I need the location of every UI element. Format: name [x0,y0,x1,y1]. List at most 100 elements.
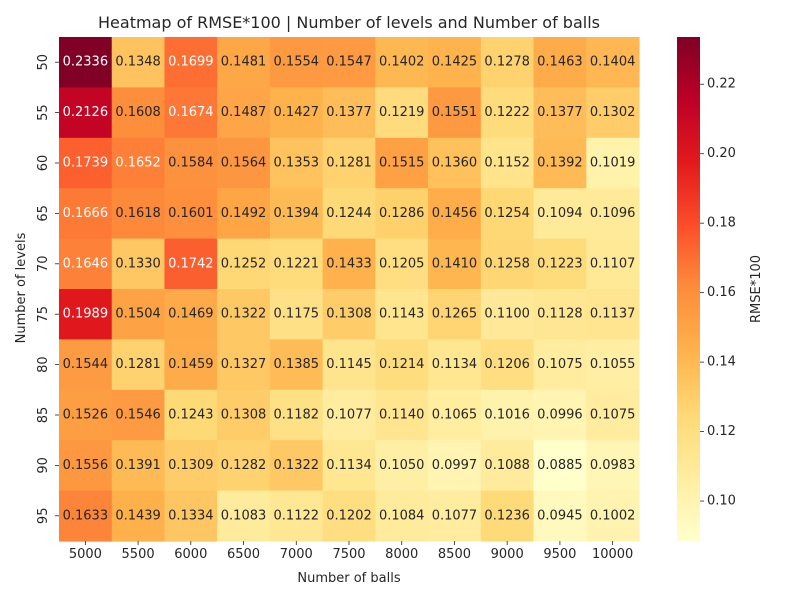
heatmap-cell [586,238,640,290]
heatmap-cell [164,137,218,189]
cell-value-label: 0.2336 [63,55,109,70]
heatmap-cell [217,87,271,139]
y-tick-label: 50 [36,54,51,71]
heatmap-cell [269,289,324,340]
cell-value-label: 0.1077 [326,408,372,423]
heatmap-cell [164,339,218,391]
heatmap-cell [533,289,587,340]
heatmap-cell [59,339,113,391]
cell-value-label: 0.1107 [590,256,636,271]
cell-value-label: 0.1309 [168,458,214,473]
cell-value-label: 0.0945 [537,508,583,523]
heatmap-cell [322,188,376,240]
cell-value-label: 0.1526 [63,408,109,423]
cell-value-label: 0.1302 [590,105,636,120]
y-axis-ticks: 50 55 60 65 70 75 80 85 90 95 [36,54,59,524]
cell-value-label: 0.1128 [537,307,583,322]
heatmap-cell [111,87,166,139]
heatmap-cell [375,389,429,441]
cell-value-label: 0.0996 [537,408,583,423]
heatmap-cell [480,440,535,492]
heatmap-cell [480,137,535,189]
heatmap-cell [428,490,482,542]
cell-value-label: 0.1348 [115,55,161,70]
cell-value-label: 0.1427 [274,105,320,120]
cell-value-label: 0.1286 [379,206,425,221]
y-tick-label: 75 [36,306,51,323]
heatmap-cell [586,37,640,88]
heatmap-cell [59,389,113,441]
cell-value-label: 0.1330 [115,256,161,271]
heatmap-cell [375,87,429,139]
heatmap-cell [586,188,640,240]
y-tick-label: 80 [36,356,51,373]
heatmap-cell [586,389,640,441]
heatmap-cell [59,87,113,139]
heatmap-cell [586,440,640,492]
heatmap-cell [269,238,324,290]
heatmap-cell [164,289,218,340]
heatmap-cell [322,289,376,340]
cell-value-label: 0.1584 [168,156,214,171]
heatmap-cell [533,440,587,492]
x-tick-label: 5000 [69,547,102,562]
cell-value-label: 0.1385 [274,357,320,372]
cell-value-label: 0.1016 [484,408,530,423]
cell-value-label: 0.1377 [326,105,372,120]
colorbar-tick-label: 0.20 [707,146,736,161]
cell-value-label: 0.1252 [221,256,267,271]
colorbar-tick-label: 0.22 [707,77,736,92]
heatmap-cell [322,389,376,441]
cell-value-label: 0.1182 [274,408,320,423]
heatmap-cell [322,490,376,542]
heatmap-cell [59,137,113,189]
y-tick-label: 65 [36,205,51,222]
cell-value-label: 0.1075 [537,357,583,372]
heatmap-cell [164,238,218,290]
heatmap-cell [164,188,218,240]
cell-value-label: 0.1075 [590,408,636,423]
heatmap-cell [428,289,482,340]
cell-value-label: 0.1308 [221,408,267,423]
x-axis-ticks: 5000 5500 6000 6500 7000 7500 8000 8500 9000 9500… [69,541,633,562]
heatmap-cell [586,87,640,139]
cell-value-label: 0.1546 [115,408,161,423]
cell-value-label: 0.0997 [432,458,478,473]
heatmap-cell [480,37,535,88]
heatmap-cell [217,440,271,492]
heatmap-cell [111,188,166,240]
heatmap-cell [375,238,429,290]
colorbar-label: RMSE*100 [749,255,764,323]
heatmap-cell [59,490,113,542]
heatmap-cell [375,188,429,240]
heatmap-cell [322,339,376,391]
cell-value-label: 0.1077 [432,508,478,523]
heatmap-cell [217,137,271,189]
heatmap-cell [375,339,429,391]
heatmap-cell [164,37,218,88]
heatmap-cell [59,440,113,492]
cell-value-label: 0.1469 [168,307,214,322]
cell-value-label: 0.1145 [326,357,372,372]
heatmap-cell [322,37,376,88]
y-axis-label: Number of levels [14,232,29,343]
heatmap-cell [428,137,482,189]
heatmap-cell [269,37,324,88]
cell-value-label: 0.1221 [274,256,320,271]
cell-value-label: 0.1282 [221,458,267,473]
chart-title: Heatmap of RMSE*100 | Number of levels a… [98,13,600,32]
x-tick-label: 6500 [227,547,260,562]
cell-value-label: 0.1377 [537,105,583,120]
cell-value-label: 0.1094 [537,206,583,221]
x-tick-label: 6000 [174,547,207,562]
cell-value-label: 0.1223 [537,256,583,271]
heatmap-cell [269,490,324,542]
heatmap-cell [111,389,166,441]
cell-value-label: 0.1222 [484,105,530,120]
cell-value-label: 0.1152 [484,156,530,171]
colorbar-tick-label: 0.12 [707,424,736,439]
heatmap-cell [164,440,218,492]
heatmap-cell [164,490,218,542]
heatmap-cell [428,339,482,391]
